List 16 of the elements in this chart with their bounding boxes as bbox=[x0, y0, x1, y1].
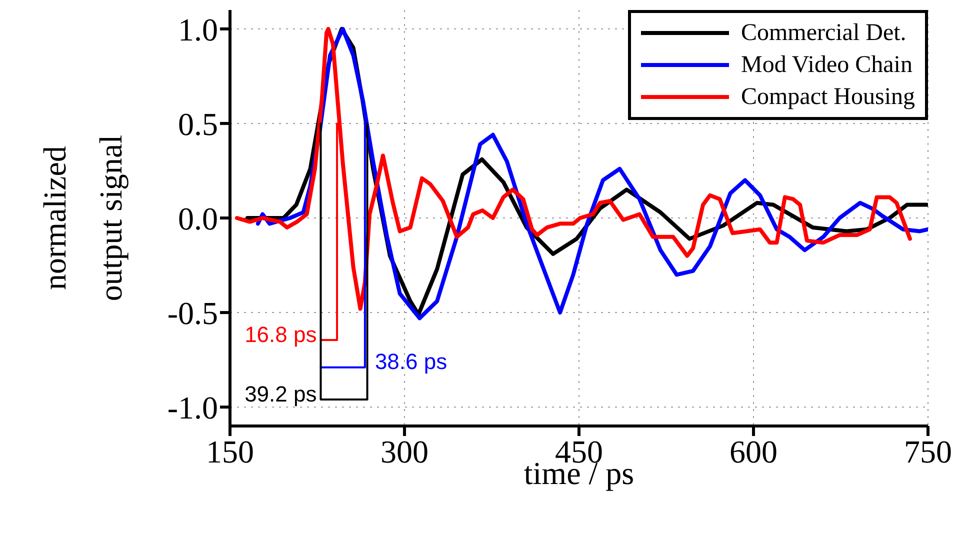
y-tick-label: 0.0 bbox=[178, 200, 218, 236]
y-axis-title: normalized output signal bbox=[36, 134, 128, 302]
legend-label: Mod Video Chain bbox=[741, 52, 912, 78]
annotation: 16.8 ps bbox=[244, 322, 317, 347]
x-tick-label: 600 bbox=[730, 434, 778, 470]
annotation: 38.6 ps bbox=[374, 349, 448, 374]
x-tick-label: 750 bbox=[904, 434, 952, 470]
y-tick-label: 1.0 bbox=[178, 11, 218, 48]
y-tick-label: -0.5 bbox=[167, 294, 218, 331]
x-tick-label: 300 bbox=[380, 434, 428, 470]
legend-label: Compact Housing bbox=[741, 84, 915, 110]
x-tick-label: 150 bbox=[206, 434, 254, 470]
legend-label: Commercial Det. bbox=[741, 20, 906, 46]
y-tick-label: -1.0 bbox=[167, 389, 218, 426]
y-tick-label: 0.5 bbox=[178, 106, 218, 142]
annotation: 39.2 ps bbox=[244, 381, 317, 406]
